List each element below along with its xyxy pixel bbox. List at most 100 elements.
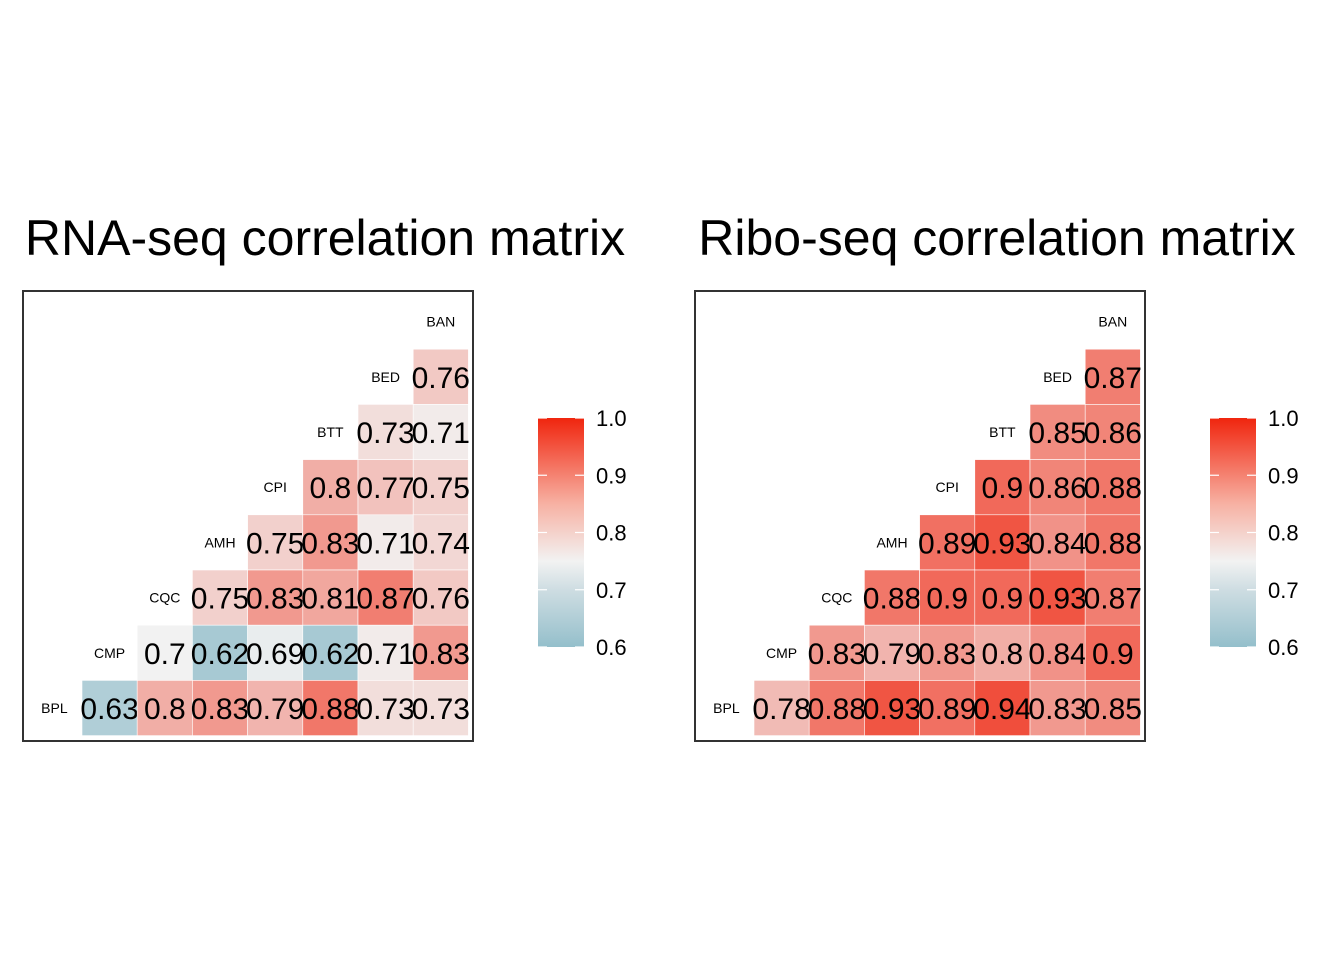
cell-value-label: 0.9 <box>926 583 968 616</box>
heatmap-cell <box>192 624 248 681</box>
cell-value-label: 0.7 <box>144 638 186 671</box>
row-label-cpi: CPI <box>264 479 287 495</box>
row-label-cqc: CQC <box>821 590 852 606</box>
cell-value-label: 0.83 <box>808 638 866 671</box>
heatmap-cell <box>864 680 920 736</box>
heatmap-cell <box>192 680 248 736</box>
cell-value-label: 0.8 <box>144 693 186 726</box>
row-label-bpl: BPL <box>41 700 68 716</box>
heatmap-cell <box>1084 514 1141 571</box>
cell-value-label: 0.83 <box>1028 693 1086 726</box>
heatmap-panel-2: Ribo-seq correlation matrix BAN BED 0.87 BTT… <box>694 210 1299 742</box>
heatmap-cell <box>808 624 865 681</box>
heatmap-cell <box>919 514 976 571</box>
heatmap-cell <box>412 569 469 626</box>
heatmap-cell <box>357 624 414 681</box>
row-label-btt: BTT <box>989 424 1016 440</box>
heatmap-cell <box>1084 680 1141 736</box>
cell-value-label: 0.83 <box>301 527 359 560</box>
heatmap-cell <box>192 569 248 626</box>
cell-value-label: 0.75 <box>191 583 249 616</box>
heatmap-cell <box>1029 514 1086 571</box>
heatmap-cell <box>1084 459 1141 516</box>
chart-title: Ribo-seq correlation matrix <box>698 210 1295 266</box>
cell-value-label: 0.83 <box>191 693 249 726</box>
cell-value-label: 0.87 <box>1084 362 1142 395</box>
cell-value-label: 0.71 <box>356 527 414 560</box>
row-label-cpi: CPI <box>936 479 959 495</box>
heatmap-cell <box>357 569 414 626</box>
cell-value-label: 0.71 <box>356 638 414 671</box>
row-label-bed: BED <box>1043 369 1072 385</box>
legend-tick-label: 1.0 <box>596 406 627 431</box>
heatmap-cell <box>357 404 414 460</box>
heatmap-cell <box>974 680 1031 736</box>
legend-tick-label: 0.8 <box>1268 521 1299 546</box>
cell-value-label: 0.9 <box>1092 638 1134 671</box>
heatmap-cell <box>247 514 304 571</box>
heatmap-cell <box>81 680 138 736</box>
cell-value-label: 0.62 <box>301 638 359 671</box>
cell-value-label: 0.89 <box>918 527 976 560</box>
cell-value-label: 0.87 <box>356 583 414 616</box>
heatmap-cell <box>412 348 469 405</box>
heatmap-panel-1: RNA-seq correlation matrix BAN BED 0.76 BTT 0… <box>22 210 627 742</box>
row-label-cqc: CQC <box>149 590 180 606</box>
cell-value-label: 0.93 <box>973 527 1031 560</box>
heatmap-cell <box>302 514 359 571</box>
legend-tick-label: 0.6 <box>596 635 627 660</box>
heatmap-cell <box>247 680 304 736</box>
cell-value-label: 0.86 <box>1084 417 1142 450</box>
cell-value-label: 0.88 <box>1084 527 1142 560</box>
row-label-bed: BED <box>371 369 400 385</box>
plot-frame <box>22 290 474 742</box>
row-label-amh: AMH <box>204 534 235 550</box>
cell-value-label: 0.63 <box>80 693 138 726</box>
cell-value-label: 0.81 <box>301 583 359 616</box>
cell-value-label: 0.62 <box>191 638 249 671</box>
heatmap-cell <box>357 514 414 571</box>
cell-value-label: 0.73 <box>356 693 414 726</box>
cell-value-label: 0.85 <box>1028 417 1086 450</box>
cell-value-label: 0.73 <box>356 417 414 450</box>
heatmap-cell <box>1084 404 1141 460</box>
legend-tick-label: 0.7 <box>1268 578 1299 603</box>
heatmap-cell <box>136 624 193 681</box>
cell-value-label: 0.76 <box>412 583 470 616</box>
chart-title: RNA-seq correlation matrix <box>25 210 625 266</box>
heatmap-cell <box>302 459 359 516</box>
heatmap-cell <box>864 624 920 681</box>
heatmap-cell <box>412 680 469 736</box>
heatmap-cell <box>412 514 469 571</box>
cell-value-label: 0.75 <box>246 527 304 560</box>
cell-value-label: 0.88 <box>863 583 921 616</box>
cell-value-label: 0.83 <box>918 638 976 671</box>
heatmap-cell <box>808 680 865 736</box>
cell-value-label: 0.84 <box>1028 527 1086 560</box>
cell-value-label: 0.83 <box>412 638 470 671</box>
heatmap-cell <box>247 569 304 626</box>
heatmap-cell <box>1029 624 1086 681</box>
row-label-cmp: CMP <box>94 645 125 661</box>
heatmap-cell <box>247 624 304 681</box>
heatmap-cell <box>974 624 1031 681</box>
cell-value-label: 0.87 <box>1084 583 1142 616</box>
legend-tick-label: 1.0 <box>1268 406 1299 431</box>
cell-value-label: 0.88 <box>1084 472 1142 505</box>
cell-value-label: 0.8 <box>310 472 352 505</box>
heatmap-cell <box>357 680 414 736</box>
row-label-ban: BAN <box>426 314 455 330</box>
legend-tick-label: 0.9 <box>1268 463 1299 488</box>
heatmap-cell <box>302 569 359 626</box>
heatmap-cell <box>864 569 920 626</box>
row-label-ban: BAN <box>1098 314 1127 330</box>
cell-value-label: 0.75 <box>412 472 470 505</box>
heatmap-cell <box>302 680 359 736</box>
cell-value-label: 0.83 <box>246 583 304 616</box>
cell-value-label: 0.86 <box>1028 472 1086 505</box>
heatmap-cell <box>974 459 1031 516</box>
row-label-cmp: CMP <box>766 645 797 661</box>
cell-value-label: 0.79 <box>863 638 921 671</box>
